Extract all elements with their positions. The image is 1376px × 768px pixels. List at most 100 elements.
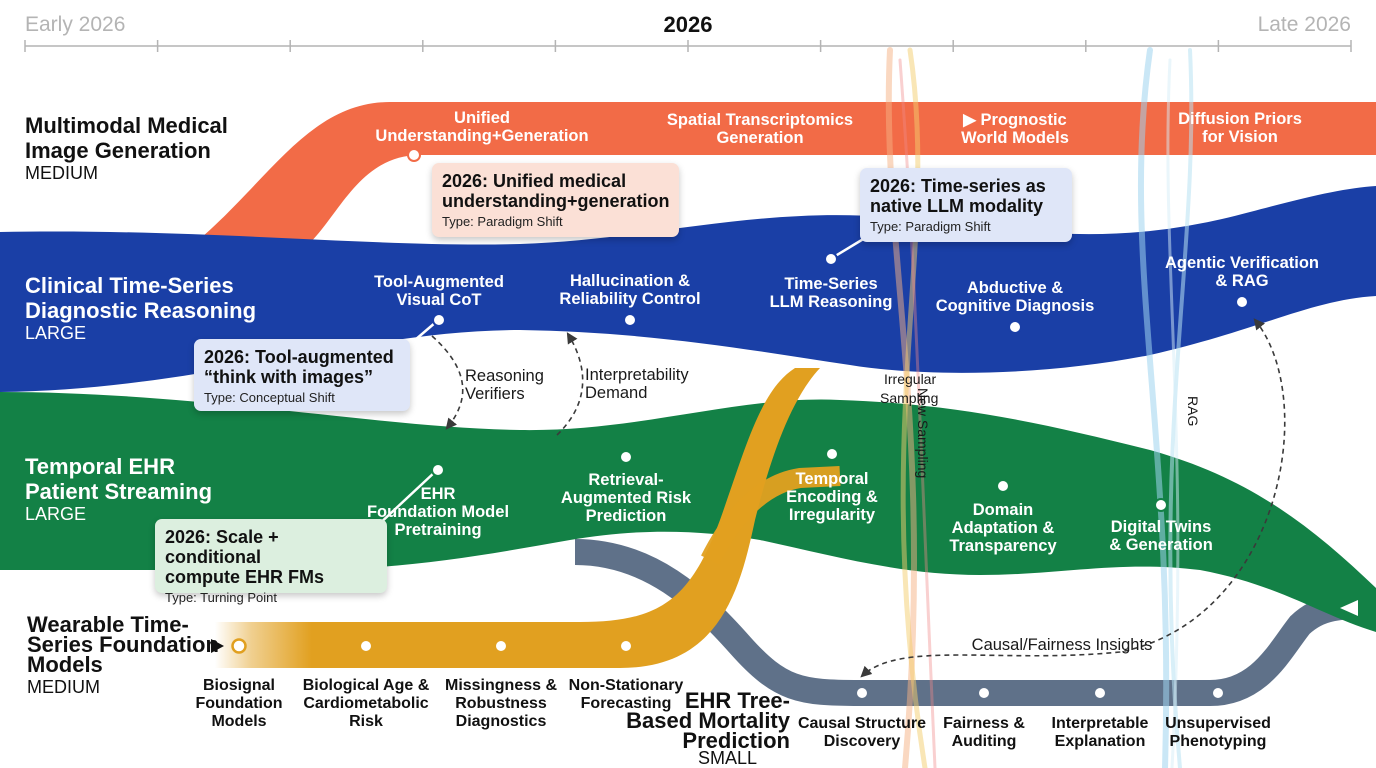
milestone-dot — [359, 639, 373, 653]
milestone-dot — [231, 638, 247, 654]
timeline-start-label: Early 2026 — [25, 13, 125, 36]
milestone-ctsdr-4: Abductive & Cognitive Diagnosis — [936, 279, 1094, 334]
flow-arrow-causal-fairness — [860, 318, 1286, 678]
milestone-dot — [1235, 295, 1249, 309]
milestone-tehr-1: EHR Foundation Model Pretraining — [367, 463, 509, 539]
lane-size-label: MEDIUM — [25, 163, 98, 183]
lane-title: Multimodal Medical Image Generation — [25, 113, 228, 163]
milestone-tehr-4: Domain Adaptation & Transparency — [949, 479, 1057, 555]
milestone-label: Biosignal Foundation Models — [195, 677, 282, 730]
milestone-ctsdr-3: Time-Series LLM Reasoning — [770, 252, 893, 311]
stream-wearable-branch — [701, 466, 841, 565]
milestone-tehr-5: Digital Twins & Generation — [1109, 498, 1213, 554]
milestone-label: Agentic Verification & RAG — [1165, 254, 1319, 290]
callout-type: Type: Turning Point — [165, 590, 278, 605]
milestone-label: Digital Twins & Generation — [1109, 518, 1213, 554]
milestone-dot — [431, 463, 445, 477]
callout-type: Type: Paradigm Shift — [870, 219, 991, 234]
milestone-tehr-2: Retrieval-Augmented Risk Prediction — [561, 450, 692, 525]
flow-label-reasoning-verifiers: Reasoning Verifiers — [465, 367, 548, 403]
milestone-dot — [1154, 498, 1168, 512]
milestone-dot — [825, 447, 839, 461]
flow-label-irregular-sampling: Irregular Sampling — [880, 371, 940, 406]
milestone-dot — [494, 639, 508, 653]
milestone-wtsfm-3: Missingness & Robustness Diagnostics — [445, 639, 557, 730]
lane-title: EHR Tree-Based Mortality Prediction — [626, 688, 791, 753]
callout-title: 2026: Scale + conditional compute EHR FMs — [165, 527, 325, 587]
milestone-label: Causal Structure Discovery — [798, 715, 926, 750]
milestone-label: Temporal Encoding & Irregularity — [786, 470, 878, 524]
milestone-label: Diffusion Priors for Vision — [1178, 110, 1302, 146]
flow-label-rag: RAG — [1185, 396, 1201, 426]
milestone-label: Interpretable Explanation — [1052, 715, 1149, 750]
lane-title: Temporal EHR Patient Streaming — [25, 454, 212, 504]
milestone-label: Unified Understanding+Generation — [375, 109, 588, 145]
callout-tool-augmented: 2026: Tool-augmented “think with images” … — [194, 339, 410, 411]
lane-size-label: MEDIUM — [27, 677, 100, 697]
lane-size-label: LARGE — [25, 323, 86, 343]
milestone-ctsdr-1: Tool-Augmented Visual CoT — [374, 273, 504, 327]
stream-multimodal-image-generation — [170, 102, 1376, 262]
milestone-label: Tool-Augmented Visual CoT — [374, 273, 504, 309]
milestone-dot — [824, 252, 838, 266]
milestone-label: Domain Adaptation & Transparency — [949, 501, 1057, 555]
callout-type: Type: Conceptual Shift — [204, 390, 335, 405]
milestone-label: ▶ Prognostic World Models — [961, 111, 1069, 147]
flow-label-causal-fairness: Causal/Fairness Insights — [972, 636, 1153, 654]
milestone-dot — [407, 148, 421, 162]
callout-unified-generation: 2026: Unified medical understanding+gener… — [432, 163, 679, 237]
callout-pointers — [375, 156, 866, 528]
callout-title: 2026: Tool-augmented “think with images” — [204, 347, 394, 387]
lane-label-wtsfm: Wearable Time-Series Foundation ModelsMED… — [27, 612, 219, 697]
flow-label-interpretability-demand: Interpretability Demand — [585, 366, 693, 402]
milestone-wtsfm-1: Biosignal Foundation Models — [195, 638, 283, 730]
play-icon — [211, 639, 224, 653]
milestone-label: Unsupervised Phenotyping — [1165, 715, 1271, 750]
milestone-ctsdr-2: Hallucination & Reliability Control — [559, 272, 701, 327]
milestone-label: Non-Stationary Forecasting — [569, 677, 684, 712]
stream-wearable-foundation — [215, 368, 820, 668]
timeline-end-label: Late 2026 — [1258, 13, 1351, 36]
callout-time-series-llm: 2026: Time-series as native LLM modality … — [860, 168, 1072, 242]
callout-type: Type: Paradigm Shift — [442, 214, 563, 229]
milestone-ctsdr-5: Agentic Verification & RAG — [1165, 254, 1319, 309]
milestone-label: Hallucination & Reliability Control — [559, 272, 700, 308]
milestone-mmig-1: Unified Understanding+Generation — [375, 109, 589, 162]
flow-arrow-interpretability-demand — [556, 332, 584, 436]
milestone-tehr-3: Temporal Encoding & Irregularity — [786, 447, 878, 524]
milestone-dot — [619, 450, 633, 464]
milestone-mmig-2: Spatial Transcriptomics Generation — [667, 111, 853, 147]
milestone-dot — [1093, 686, 1107, 700]
flow-arrow-reasoning-verifiers — [431, 335, 464, 430]
callout-ehr-fms: 2026: Scale + conditional compute EHR FMs… — [155, 519, 387, 605]
milestone-ehrtree-1: Causal Structure Discovery — [798, 686, 926, 750]
timeline-center-label: 2026 — [664, 12, 713, 37]
lane-title: Clinical Time-Series Diagnostic Reasoning — [25, 273, 256, 323]
milestone-ehrtree-3: Interpretable Explanation — [1052, 686, 1149, 750]
lane-label-ctsdr: Clinical Time-Series Diagnostic Reasoning… — [25, 273, 256, 343]
flow-arrows — [431, 318, 1286, 678]
milestone-dot — [855, 686, 869, 700]
milestone-label: Time-Series LLM Reasoning — [770, 275, 893, 311]
milestone-wtsfm-2: Biological Age & Cardiometabolic Risk — [303, 639, 430, 730]
milestone-dot — [623, 313, 637, 327]
milestone-label: Missingness & Robustness Diagnostics — [445, 677, 557, 730]
lane-size-label: SMALL — [698, 748, 757, 768]
callout-title: 2026: Time-series as native LLM modality — [870, 176, 1046, 216]
milestone-label: Biological Age & Cardiometabolic Risk — [303, 677, 430, 730]
timeline-axis: Early 2026 2026 Late 2026 — [24, 12, 1352, 52]
milestone-mmig-3: ▶ Prognostic World Models — [961, 111, 1069, 147]
callout-title: 2026: Unified medical understanding+gener… — [442, 171, 670, 211]
milestone-mmig-4: Diffusion Priors for Vision — [1178, 110, 1302, 146]
milestone-dot — [1008, 320, 1022, 334]
milestone-ehrtree-4: Unsupervised Phenotyping — [1165, 686, 1271, 750]
milestone-dot — [432, 313, 446, 327]
milestone-wtsfm-4: Non-Stationary Forecasting — [569, 639, 684, 712]
milestone-label: Fairness & Auditing — [943, 715, 1025, 750]
lane-size-label: LARGE — [25, 504, 86, 524]
milestone-dot — [977, 686, 991, 700]
